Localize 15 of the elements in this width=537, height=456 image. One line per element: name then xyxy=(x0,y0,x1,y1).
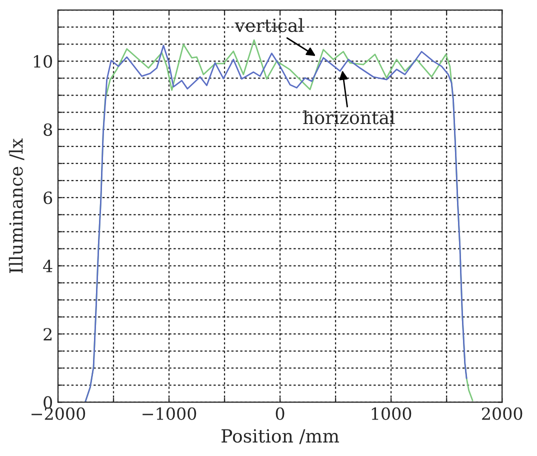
y-tick-label: 6 xyxy=(44,192,52,204)
y-axis-title: Illuminance /lx xyxy=(8,138,24,274)
y-tick-label: 2 xyxy=(44,328,52,340)
y-tick-label: 10 xyxy=(34,55,52,68)
y-tick-label: 8 xyxy=(44,123,52,136)
y-tick-label: 4 xyxy=(43,260,52,272)
x-tick-label: 2000 xyxy=(482,407,522,420)
x-tick-label: 0 xyxy=(276,407,284,420)
annotation: horizontal xyxy=(303,110,395,124)
x-axis-title: Position /mm xyxy=(222,429,340,444)
x-tick-label: 1000 xyxy=(372,407,412,420)
annotation: vertical xyxy=(234,18,304,32)
x-tick-label: −1000 xyxy=(142,407,196,420)
x-tick-label: −2000 xyxy=(32,407,86,420)
y-tick-label: 0 xyxy=(44,396,52,409)
